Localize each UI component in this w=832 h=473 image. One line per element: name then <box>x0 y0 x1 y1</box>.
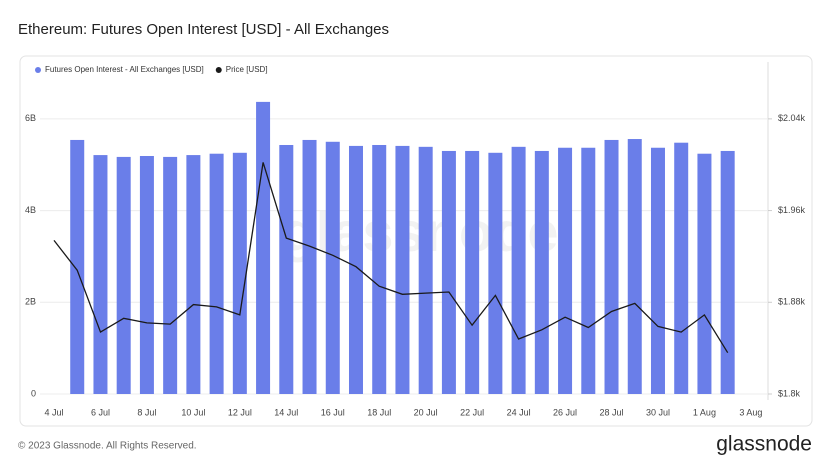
bar <box>627 139 642 394</box>
chart-title: Ethereum: Futures Open Interest [USD] - … <box>18 21 389 38</box>
bar <box>534 150 549 394</box>
bar <box>488 152 503 394</box>
x-tick-label: 20 Jul <box>414 407 438 417</box>
chart-frame <box>19 55 813 427</box>
bar <box>279 144 294 394</box>
x-tick-label: 18 Jul <box>367 407 391 417</box>
x-tick-label: 30 Jul <box>646 407 670 417</box>
bar <box>93 155 108 394</box>
x-tick-label: 22 Jul <box>460 407 484 417</box>
bar <box>348 145 363 394</box>
x-tick-label: 10 Jul <box>181 407 205 417</box>
bar <box>604 139 619 394</box>
bar <box>650 147 665 394</box>
legend-label: Price [USD] <box>226 65 268 74</box>
y-tick-label: 2B <box>25 297 36 307</box>
y-tick-label: 0 <box>31 388 36 398</box>
x-tick-label: 24 Jul <box>507 407 531 417</box>
legend-label: Futures Open Interest - All Exchanges [U… <box>45 65 204 74</box>
x-tick-label: 8 Jul <box>137 407 156 417</box>
bar <box>139 156 154 394</box>
bar <box>720 150 735 394</box>
legend-marker <box>215 67 222 73</box>
x-tick-label: 12 Jul <box>228 407 252 417</box>
x-tick-label: 6 Jul <box>91 407 110 417</box>
bar <box>372 144 387 394</box>
y2-tick-label: $1.8k <box>778 388 801 398</box>
bar <box>441 150 456 394</box>
bar <box>325 141 340 394</box>
bar <box>302 139 317 394</box>
bar <box>232 152 247 394</box>
x-tick-label: 28 Jul <box>600 407 624 417</box>
y2-tick-label: $1.88k <box>778 297 806 307</box>
x-tick-label: 14 Jul <box>274 407 298 417</box>
y-tick-label: 4B <box>25 205 36 215</box>
x-tick-label: 26 Jul <box>553 407 577 417</box>
logo: glassnode <box>716 433 812 456</box>
bar <box>186 155 201 394</box>
price-line <box>53 162 729 354</box>
bar <box>581 147 596 394</box>
x-tick-label: 1 Aug <box>693 407 716 417</box>
copyright: © 2023 Glassnode. All Rights Reserved. <box>18 441 197 452</box>
bar <box>418 146 433 394</box>
bar <box>70 139 85 394</box>
bar <box>697 153 712 394</box>
bar <box>674 142 689 394</box>
legend-marker <box>35 67 41 73</box>
bar <box>116 156 131 394</box>
bar <box>395 145 410 394</box>
x-tick-label: 3 Aug <box>739 407 762 417</box>
y-tick-label: 6B <box>25 113 36 123</box>
bar <box>511 146 526 394</box>
bar <box>256 101 271 394</box>
y2-tick-label: $2.04k <box>778 113 806 123</box>
bar <box>163 156 178 394</box>
x-tick-label: 4 Jul <box>44 407 63 417</box>
y2-tick-label: $1.96k <box>778 205 806 215</box>
bar <box>465 150 480 394</box>
x-tick-label: 16 Jul <box>321 407 345 417</box>
bar <box>209 153 224 394</box>
bar <box>558 147 573 394</box>
